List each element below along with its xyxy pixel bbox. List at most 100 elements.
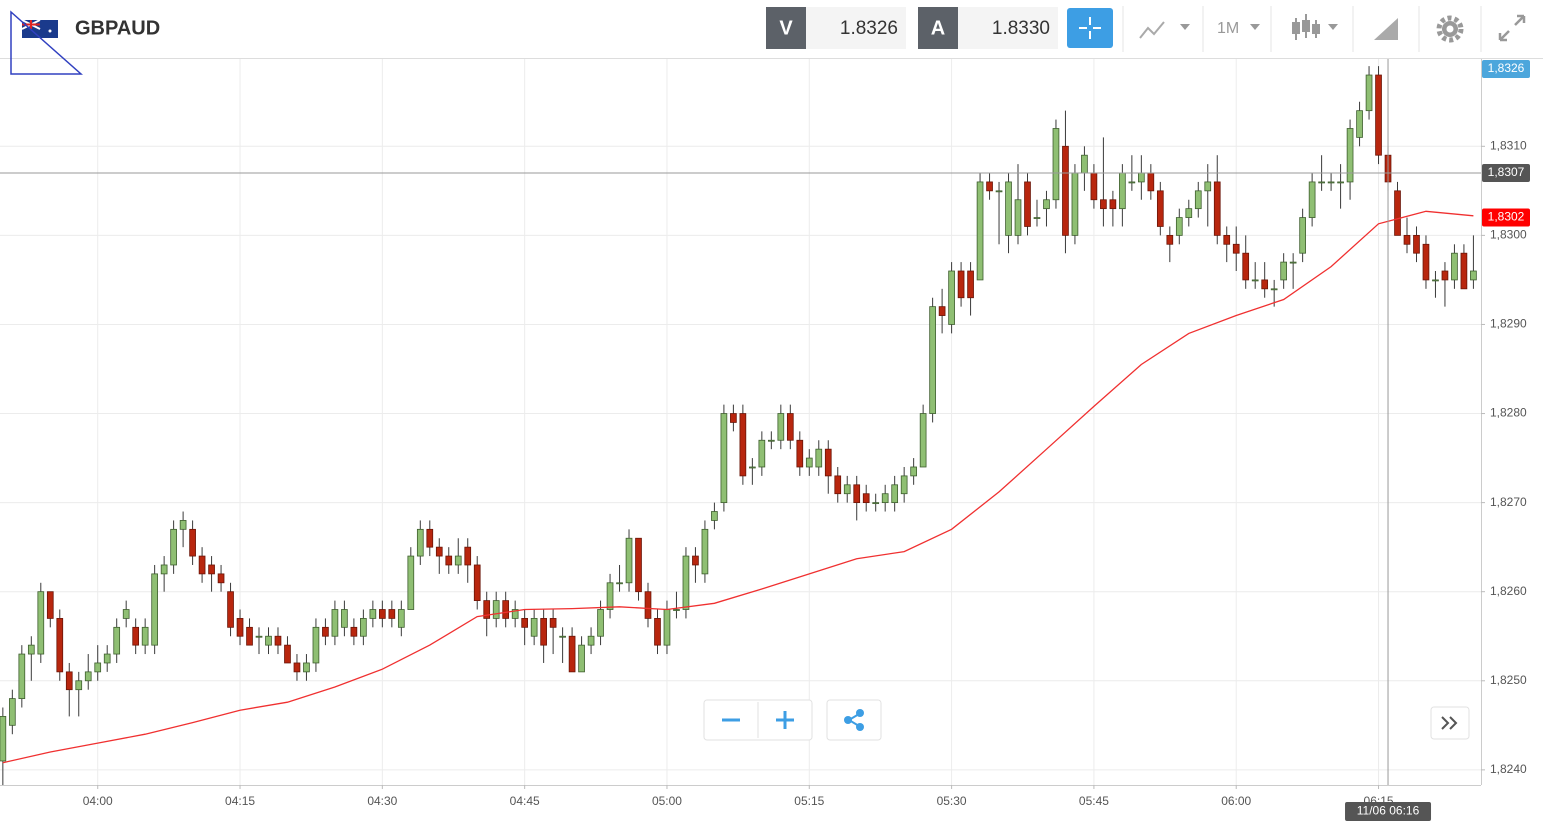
- candle-body: [445, 555, 453, 566]
- candle-body: [853, 484, 861, 504]
- candle-body: [284, 644, 291, 664]
- candle-body: [910, 466, 917, 477]
- price-marker-box: [1482, 208, 1530, 227]
- candle-body: [1270, 288, 1278, 291]
- candle-body: [1166, 234, 1174, 245]
- candle-body: [360, 618, 367, 637]
- candle-body: [473, 564, 481, 602]
- candle-body: [255, 635, 263, 638]
- x-tick-label: 04:00: [83, 794, 113, 808]
- candle-body: [1232, 243, 1240, 254]
- candle-body: [720, 413, 728, 504]
- candle-body: [388, 609, 396, 619]
- candle-body: [1147, 172, 1155, 192]
- candle-body: [464, 546, 472, 566]
- candle-body: [815, 448, 823, 468]
- candle-body: [217, 573, 225, 584]
- price-marker-label: 1,8326: [1488, 61, 1525, 75]
- y-tick-label: 1,8300: [1490, 228, 1527, 242]
- flag-icon: [21, 19, 58, 38]
- bid-box[interactable]: [806, 7, 906, 49]
- candle-body: [151, 573, 158, 646]
- candle-body: [1337, 181, 1344, 184]
- candle-body: [578, 644, 585, 673]
- timeframe[interactable]: 1M: [1217, 20, 1239, 37]
- candle-body: [682, 555, 690, 610]
- symbol: GBPAUD: [75, 17, 160, 39]
- candle-body: [730, 413, 737, 423]
- candle-body: [549, 618, 557, 628]
- candle-body: [1432, 279, 1439, 282]
- indicators-button[interactable]: [1139, 21, 1190, 39]
- candle-body: [559, 635, 566, 638]
- candle-body: [1251, 279, 1259, 282]
- candle-body: [1005, 181, 1012, 236]
- candle-body: [1128, 181, 1136, 184]
- y-tick-label: 1,8280: [1490, 406, 1527, 420]
- candle-body: [1194, 190, 1202, 210]
- chart-type-button[interactable]: [1292, 14, 1338, 40]
- price-marker-label: 1,8302: [1488, 210, 1525, 224]
- fullscreen-button[interactable]: [1498, 14, 1526, 42]
- candle-body: [530, 618, 538, 637]
- candle-body: [1223, 234, 1231, 245]
- share-button[interactable]: [844, 709, 864, 731]
- candle-body: [568, 635, 576, 673]
- candle-body: [1242, 252, 1250, 281]
- settings-button[interactable]: [1436, 15, 1464, 43]
- x-tick-label: 05:30: [937, 794, 967, 808]
- candle-body: [796, 439, 804, 468]
- candle-body: [189, 528, 196, 557]
- candle-body: [1375, 74, 1382, 156]
- timeframe-arrow: [1250, 24, 1260, 30]
- candle-body: [46, 591, 54, 619]
- x-tick-label: 04:45: [510, 794, 540, 808]
- candle-body: [654, 618, 661, 646]
- x-tick-label: 04:15: [225, 794, 255, 808]
- drawing-button[interactable]: [1374, 18, 1398, 40]
- candle-body: [786, 413, 794, 441]
- candle-body: [236, 618, 244, 637]
- y-tick-label: 1,8270: [1490, 495, 1527, 509]
- candle-body: [881, 493, 889, 504]
- candle-body: [1413, 234, 1420, 254]
- candle-body: [208, 564, 215, 575]
- candle-body: [1365, 74, 1373, 112]
- y-tick-label: 1,8260: [1490, 584, 1527, 598]
- ask-price: 1.8330: [992, 18, 1050, 39]
- candle-body: [635, 537, 642, 593]
- candle-body: [1014, 199, 1022, 236]
- candle-body: [843, 484, 851, 495]
- y-tick-label: 1,8310: [1490, 138, 1527, 152]
- x-tick-label: 04:30: [367, 794, 397, 808]
- overlay: 1,8307 11/06 06:16 1,8326 1,8302: [0, 59, 1530, 821]
- candle-body: [834, 475, 842, 495]
- candle-body: [1261, 279, 1269, 290]
- candle-body: [1280, 261, 1288, 281]
- candle-body: [957, 270, 965, 299]
- candle-body: [56, 618, 64, 673]
- x-tick-label: 05:45: [1079, 794, 1109, 808]
- zoom-in[interactable]: [776, 711, 794, 729]
- moving-average: [2, 210, 1474, 764]
- candle-body: [919, 413, 927, 468]
- candle-body: [113, 626, 121, 655]
- candle-body: [1043, 199, 1050, 210]
- ask-box[interactable]: [958, 7, 1058, 49]
- candle-body: [198, 555, 206, 575]
- candle-body: [597, 609, 604, 637]
- candle-body: [122, 609, 130, 619]
- candle-body: [540, 618, 547, 646]
- candle-body: [1299, 217, 1306, 254]
- scroll-right[interactable]: [1441, 716, 1458, 730]
- candle-body: [341, 609, 348, 628]
- x-tick-label: 05:15: [794, 794, 824, 808]
- crosshair-button[interactable]: [1067, 8, 1113, 48]
- candle-body: [1394, 190, 1401, 236]
- candle-body: [1327, 181, 1335, 184]
- candle-body: [426, 528, 434, 548]
- candle-body: [483, 600, 491, 619]
- ask-label-box: [918, 7, 958, 49]
- ask-label: A: [931, 17, 945, 39]
